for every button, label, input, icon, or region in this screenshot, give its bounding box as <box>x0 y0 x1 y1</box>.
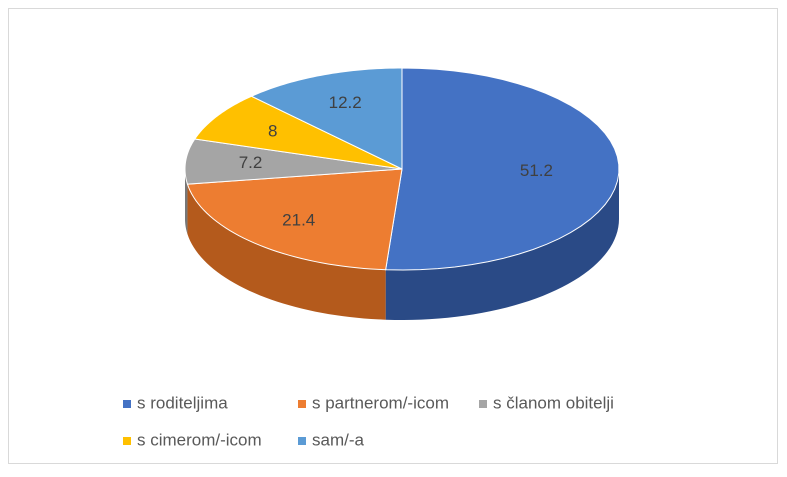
data-label: 12.2 <box>329 93 362 112</box>
data-label: 7.2 <box>239 153 263 172</box>
slice <box>184 138 403 185</box>
data-label: 51.2 <box>520 161 553 180</box>
data-label: 8 <box>268 121 277 140</box>
legend-label: s roditeljima <box>137 393 228 412</box>
slice <box>385 67 620 271</box>
slice-side <box>385 169 619 320</box>
slice <box>186 168 403 271</box>
legend-swatch <box>123 437 131 445</box>
slice <box>193 95 403 170</box>
legend-label: s partnerom/-icom <box>312 393 449 412</box>
legend-swatch <box>479 400 487 408</box>
slice <box>250 67 403 170</box>
legend-swatch <box>298 437 306 445</box>
data-label: 21.4 <box>282 210 315 229</box>
legend-label: s članom obitelji <box>493 393 614 412</box>
legend-label: sam/-a <box>312 430 365 449</box>
legend-label: s cimerom/-icom <box>137 430 262 449</box>
legend-swatch <box>298 400 306 408</box>
legend-swatch <box>123 400 131 408</box>
slice-side <box>185 169 188 235</box>
slice-side <box>187 184 386 320</box>
